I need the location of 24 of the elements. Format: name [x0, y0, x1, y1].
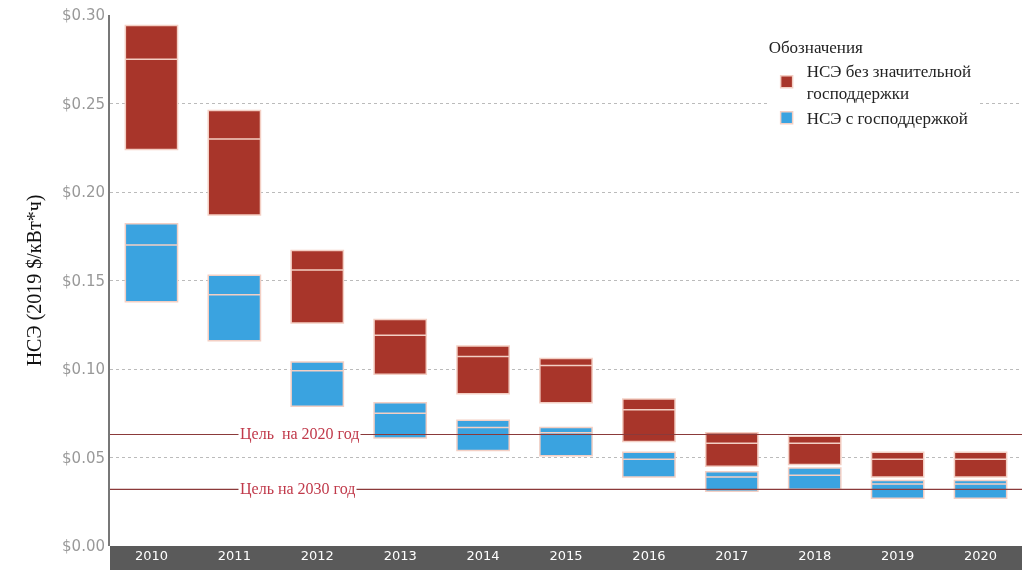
legend-label: НСЭ без значительной господдержки	[806, 62, 972, 104]
y-tick-label: $0.05	[62, 448, 105, 467]
x-tick-label: 2017	[715, 548, 749, 563]
x-tick-label: 2016	[632, 548, 666, 563]
y-tick-label: $0.15	[62, 271, 105, 290]
x-tick-label: 2011	[217, 548, 251, 563]
ref-line-label: Цель на 2030 год	[240, 480, 356, 498]
y-axis-title: НСЭ (2019 $/кВт*ч)	[23, 194, 47, 367]
legend-label: НСЭ с господдержкой	[806, 109, 968, 129]
x-tick-label: 2020	[964, 548, 998, 563]
legend-title: Обозначения	[768, 38, 864, 58]
y-tick-label: $0.10	[62, 360, 105, 379]
y-tick-label: $0.20	[62, 183, 105, 202]
x-tick-label: 2015	[549, 548, 583, 563]
x-tick-label: 2010	[134, 548, 168, 563]
y-tick-label: $0.25	[62, 94, 105, 113]
y-tick-label: $0.00	[62, 537, 105, 556]
x-tick-label: 2018	[798, 548, 832, 563]
x-tick-label: 2013	[383, 548, 417, 563]
y-tick-label: $0.30	[62, 6, 105, 25]
ref-line-label: Цель на 2020 год	[240, 425, 360, 443]
x-tick-label: 2012	[300, 548, 334, 563]
x-tick-label: 2014	[466, 548, 500, 563]
x-tick-label: 2019	[881, 548, 915, 563]
